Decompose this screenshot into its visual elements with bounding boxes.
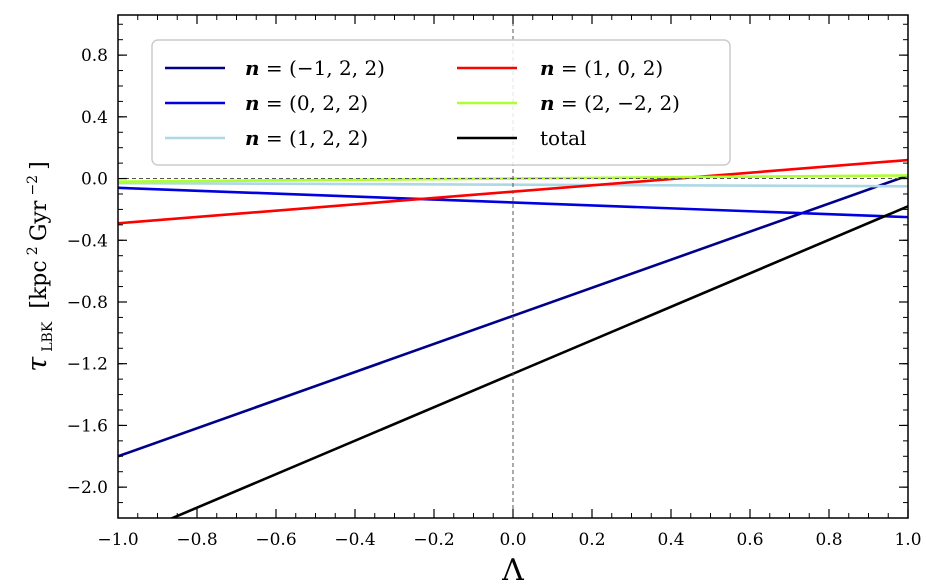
legend-label-text: = (1, 0, 2) [555, 56, 664, 80]
y-axis-label-units-sup2: −2 [25, 175, 41, 196]
legend-label-bold: n [540, 91, 555, 115]
x-tick-label: 1.0 [894, 530, 921, 550]
x-tick-label: −0.2 [413, 530, 454, 550]
legend-label-2: n = (1, 2, 2) [245, 126, 368, 150]
legend-label-bold: n [245, 91, 260, 115]
legend-label-text: total [540, 126, 586, 150]
y-tick-label: −1.2 [67, 355, 108, 375]
legend-label-5: total [540, 126, 586, 150]
x-axis-label: Λ [501, 553, 524, 588]
legend-label-text: = (2, −2, 2) [555, 91, 680, 115]
x-tick-label: −0.4 [334, 530, 375, 550]
y-tick-label: −1.6 [67, 416, 108, 436]
y-axis-label-subscript: LBK [40, 321, 56, 352]
legend-label-bold: n [245, 126, 260, 150]
x-tick-label: 0.2 [578, 530, 605, 550]
y-tick-label: 0.0 [81, 170, 108, 190]
plot-frame [117, 14, 909, 519]
legend-label-bold: n [245, 56, 260, 80]
y-tick-label: −2.0 [67, 478, 108, 498]
y-tick-label: −0.4 [67, 231, 108, 251]
x-tick-label: −1.0 [97, 530, 138, 550]
x-tick-label: 0.6 [736, 530, 763, 550]
legend-label-bold: n [540, 56, 555, 80]
legend-label-0: n = (−1, 2, 2) [245, 56, 385, 80]
y-axis-label: τ LBK [kpc 2 Gyr −2 ] [22, 161, 56, 372]
y-tick-label: 0.4 [81, 108, 108, 128]
y-axis-label-units-prefix: [kpc [27, 260, 52, 308]
legend-label-text: = (−1, 2, 2) [260, 56, 385, 80]
x-tick-label: 0.0 [499, 530, 526, 550]
x-tick-label: 0.4 [657, 530, 684, 550]
y-axis-label-symbol: τ [22, 356, 53, 372]
y-tick-label: −0.8 [67, 293, 108, 313]
x-tick-label: −0.8 [176, 530, 217, 550]
axis-ticks: −1.0 −0.8 −0.6 −0.4 −0.2 0.0 0.2 0.4 0.6 0.8 1.0 0.… [67, 15, 922, 550]
reference-lines [118, 15, 908, 518]
series-line-0 [118, 174, 908, 458]
series-line-1 [118, 186, 908, 219]
data-layer [118, 158, 908, 518]
legend-label-4: n = (2, −2, 2) [540, 91, 680, 115]
legend-label-text: = (1, 2, 2) [260, 126, 369, 150]
y-axis-label-units-suffix: ] [27, 161, 52, 170]
legend-label-1: n = (0, 2, 2) [245, 91, 368, 115]
legend-box [151, 39, 731, 166]
x-tick-label: −0.6 [255, 530, 296, 550]
y-axis-label-units-mid: Gyr [27, 200, 52, 241]
y-tick-label: 0.8 [81, 46, 108, 66]
legend-label-text: = (0, 2, 2) [260, 91, 369, 115]
legend-label-3: n = (1, 0, 2) [540, 56, 663, 80]
legend: n = (−1, 2, 2)n = (0, 2, 2)n = (1, 2, 2)… [151, 39, 731, 166]
y-axis-label-units-sup1: 2 [25, 246, 41, 255]
x-tick-label: 0.8 [815, 530, 842, 550]
